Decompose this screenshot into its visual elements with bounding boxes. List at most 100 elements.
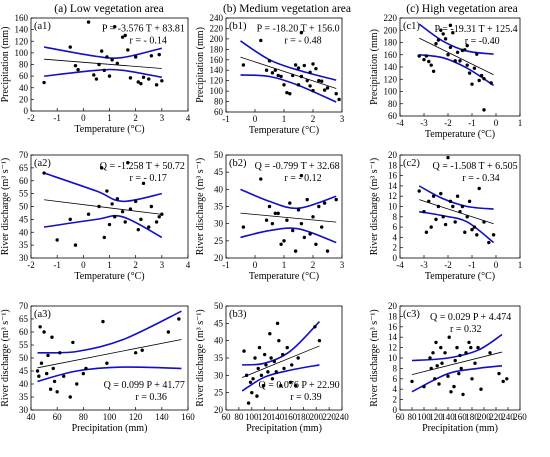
- data-point: [296, 83, 301, 87]
- data-point: [68, 217, 72, 222]
- y-tick-label: 12: [388, 343, 397, 353]
- x-tick-label: 100: [245, 412, 259, 422]
- regression-line: [44, 199, 162, 215]
- data-point: [177, 317, 181, 321]
- x-tick-label: 1: [282, 114, 287, 124]
- data-point: [288, 92, 292, 96]
- y-tick-label: 60: [214, 107, 224, 117]
- confidence-band-upper: [37, 310, 182, 354]
- data-point: [427, 199, 431, 204]
- x-tick-label: 1: [282, 260, 287, 270]
- data-point: [110, 202, 114, 206]
- data-point: [475, 52, 479, 56]
- x-axis-label: Temperature (°C): [74, 271, 144, 282]
- y-tick-label: 55: [19, 340, 29, 350]
- data-point: [296, 356, 300, 360]
- x-tick-label: -3: [420, 118, 428, 128]
- data-point: [86, 20, 91, 24]
- data-point: [136, 227, 140, 232]
- y-tick-label: 20: [388, 301, 398, 311]
- data-point: [101, 319, 105, 324]
- y-tick-label: 60: [19, 176, 29, 186]
- data-point: [433, 377, 437, 381]
- data-point: [447, 335, 451, 339]
- data-point: [38, 325, 42, 329]
- data-point: [464, 351, 468, 355]
- data-point: [489, 81, 493, 85]
- data-point: [269, 356, 273, 360]
- data-point: [55, 390, 59, 394]
- data-point: [443, 351, 447, 355]
- data-point: [469, 345, 473, 350]
- x-tick-label: 1: [518, 118, 523, 128]
- data-point: [475, 233, 479, 237]
- data-point: [282, 239, 286, 243]
- x-tick-label: -4: [396, 118, 404, 128]
- data-point: [97, 62, 101, 67]
- confidence-band-lower: [240, 74, 337, 103]
- y-tick-label: 16: [388, 171, 398, 181]
- data-point: [458, 209, 462, 214]
- x-axis-label: Precipitation (mm): [72, 423, 148, 434]
- y-axis-label: River discharge (m³ s⁻¹): [195, 158, 206, 255]
- data-point: [68, 395, 72, 399]
- data-point: [334, 92, 338, 96]
- y-tick-label: 4: [393, 232, 398, 242]
- data-point: [42, 330, 46, 334]
- data-point: [431, 69, 436, 73]
- data-point: [299, 221, 304, 226]
- y-tick-label: 30: [19, 253, 29, 263]
- data-point: [439, 345, 443, 350]
- data-point: [52, 379, 57, 384]
- confidence-band-upper: [418, 185, 494, 210]
- data-point: [473, 361, 477, 365]
- y-axis-label: River discharge (m³ s⁻¹): [369, 158, 380, 255]
- correlation-coefficient: r = 0.32: [450, 324, 481, 335]
- panel-a3: 40 60 80 100 120 140 160 30 35 40 45 50 55 60 65 70 Prec…: [0, 301, 195, 434]
- x-axis-label: Temperature (°C): [74, 124, 144, 135]
- data-point: [455, 50, 460, 54]
- x-tick-label: 4: [186, 260, 191, 270]
- data-point: [279, 242, 283, 246]
- data-point: [157, 52, 161, 57]
- data-point: [140, 348, 144, 352]
- data-point: [455, 194, 460, 198]
- data-point: [472, 66, 477, 70]
- data-point: [305, 197, 309, 202]
- confidence-band-lower: [419, 53, 495, 87]
- data-point: [325, 249, 330, 253]
- regression-line: [240, 56, 337, 89]
- data-point: [136, 80, 140, 84]
- data-point: [259, 177, 263, 181]
- regression-line: [37, 339, 182, 369]
- data-point: [288, 201, 292, 205]
- x-tick-label: 3: [160, 113, 165, 123]
- y-tick-label: 40: [214, 184, 224, 194]
- data-point: [246, 401, 251, 405]
- data-point: [149, 54, 154, 58]
- x-tick-label: 60: [222, 412, 232, 422]
- confidence-band-lower: [43, 68, 162, 79]
- x-tick-label: -1: [53, 260, 61, 270]
- y-tick-label: 45: [19, 366, 29, 376]
- x-tick-label: 200: [309, 412, 323, 422]
- y-tick-label: 50: [19, 353, 29, 363]
- data-point: [465, 43, 469, 48]
- data-point: [296, 208, 301, 212]
- data-point: [71, 340, 75, 345]
- y-tick-label: 30: [214, 219, 224, 229]
- data-point: [270, 71, 275, 75]
- y-axis-label: Precipitation (mm): [0, 27, 11, 103]
- y-tick-label: 25: [214, 388, 224, 398]
- data-point: [270, 377, 275, 381]
- data-point: [241, 225, 246, 229]
- data-point: [459, 366, 463, 371]
- x-tick-label: 100: [103, 412, 117, 422]
- y-tick-label: 220: [210, 23, 224, 33]
- data-point: [120, 35, 125, 39]
- data-point: [472, 225, 477, 229]
- y-tick-label: 40: [19, 83, 29, 93]
- regression-line: [411, 351, 503, 376]
- y-tick-label: 8: [393, 363, 398, 373]
- data-point: [128, 76, 133, 80]
